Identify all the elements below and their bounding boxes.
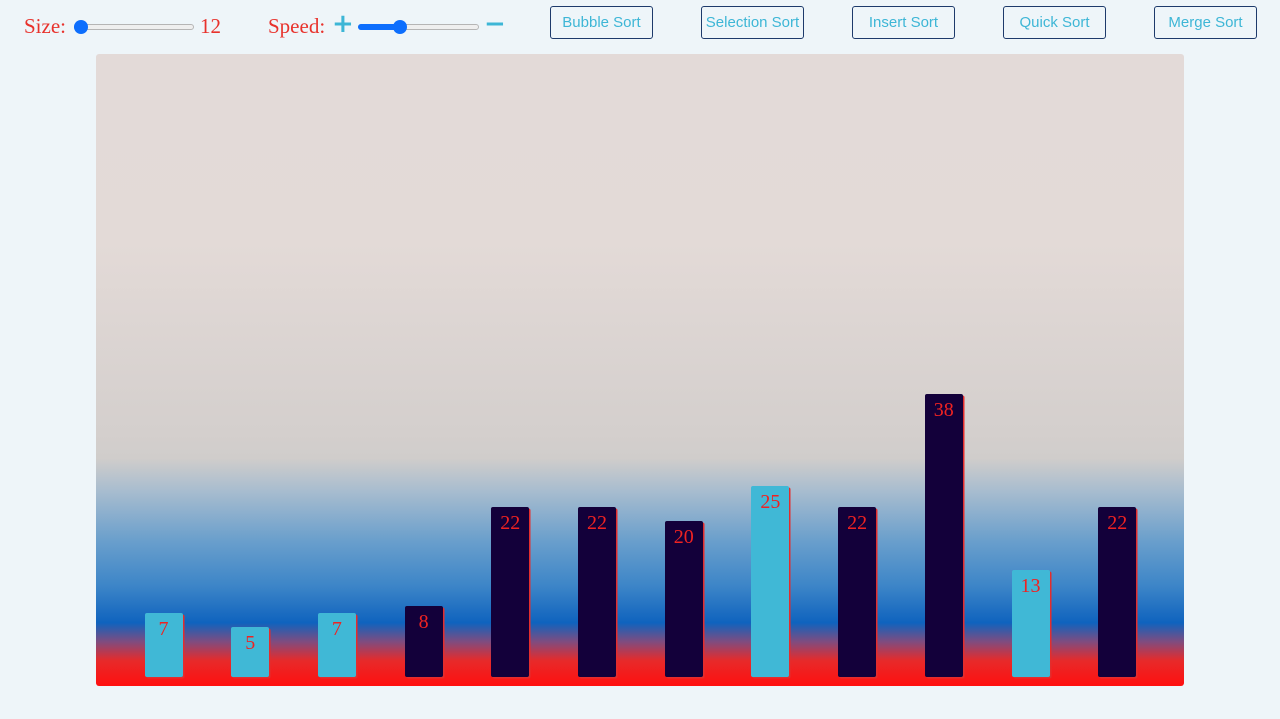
bar-value-label: 22	[587, 512, 607, 534]
bar-value-label: 38	[933, 399, 954, 421]
bar-value-label: 20	[673, 526, 694, 548]
array-bar: 22	[491, 507, 530, 677]
array-bar: 5	[231, 627, 270, 677]
bar-value-label: 8	[418, 611, 429, 633]
bar-value-label: 22	[847, 512, 868, 534]
speed-label: Speed:	[268, 14, 326, 38]
speed-plus-icon[interactable]: +	[332, 9, 354, 39]
bar-value-label: 22	[1107, 512, 1128, 534]
quick-sort-button[interactable]: Quick Sort	[1003, 6, 1106, 39]
size-value: 12	[200, 14, 221, 38]
speed-minus-icon[interactable]: −	[484, 9, 506, 39]
array-bar: 13	[1011, 570, 1050, 677]
size-label: Size:	[24, 14, 66, 38]
speed-slider-thumb[interactable]	[393, 20, 408, 34]
toolbar: Size: 12 Speed: + − Bubble Sort Selectio…	[0, 0, 1280, 50]
array-bar: 25	[751, 486, 790, 677]
bar-value-label: 5	[245, 632, 256, 654]
array-bar: 20	[664, 521, 703, 677]
bar-value-label: 7	[158, 618, 169, 640]
bar-value-label: 22	[500, 512, 521, 534]
size-slider[interactable]	[74, 20, 194, 34]
array-bar: 7	[144, 613, 183, 677]
size-slider-track[interactable]	[74, 24, 194, 30]
array-bar: 22	[578, 507, 616, 677]
array-bar: 8	[404, 606, 443, 677]
speed-slider-fill	[358, 24, 401, 30]
bar-value-label: 13	[1020, 575, 1041, 597]
array-bar: 22	[838, 507, 877, 677]
bar-value-label: 7	[331, 618, 342, 640]
selection-sort-button[interactable]: Selection Sort	[701, 6, 804, 39]
bar-value-label: 25	[760, 491, 781, 513]
size-slider-thumb[interactable]	[74, 20, 88, 34]
visualization-stage: 7 5 7 8 22 22 20 25 22 38 13 22	[96, 54, 1184, 686]
speed-slider[interactable]	[358, 20, 479, 34]
array-bar: 7	[317, 613, 356, 677]
insert-sort-button[interactable]: Insert Sort	[852, 6, 955, 39]
bubble-sort-button[interactable]: Bubble Sort	[550, 6, 653, 39]
array-bar: 38	[924, 394, 963, 677]
array-bar: 22	[1098, 507, 1137, 677]
merge-sort-button[interactable]: Merge Sort	[1154, 6, 1257, 39]
